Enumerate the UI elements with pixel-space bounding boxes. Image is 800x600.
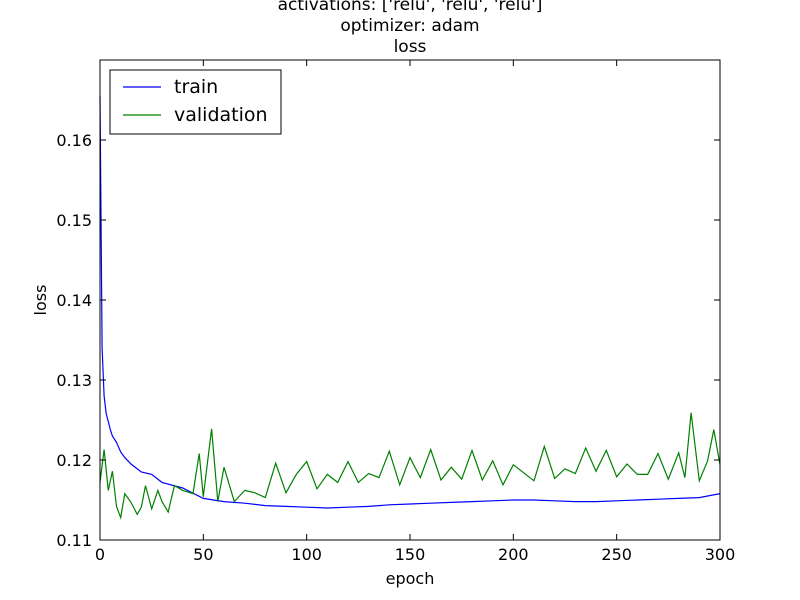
x-axis-label: epoch (386, 569, 435, 588)
chart-title-line-3: loss (394, 37, 427, 57)
x-tick-label-50: 50 (193, 545, 213, 564)
y-tick-label-0.11: 0.11 (56, 531, 92, 550)
x-tick-label-200: 200 (498, 545, 529, 564)
y-tick-label-0.12: 0.12 (56, 451, 92, 470)
series-line-train (99, 95, 721, 509)
legend-frame (109, 69, 282, 135)
x-tick-label-0: 0 (95, 545, 105, 564)
y-axis-label: loss (31, 285, 50, 316)
y-axis: 0.11 0.12 0.13 0.14 0.15 0.16 (56, 131, 720, 550)
y-tick-label-0.13: 0.13 (56, 371, 92, 390)
legend-label-train: train (174, 76, 218, 98)
x-axis: 0 50 100 150 200 250 300 (95, 60, 735, 564)
legend: train validation (109, 69, 282, 135)
series-line-validation (99, 412, 721, 520)
x-tick-label-150: 150 (395, 545, 426, 564)
y-tick-label-0.14: 0.14 (56, 291, 92, 310)
x-tick-label-250: 250 (601, 545, 632, 564)
chart-title-line-1: activations: ['relu', 'relu', 'relu'] (278, 0, 543, 15)
x-tick-label-100: 100 (291, 545, 322, 564)
y-tick-label-0.15: 0.15 (56, 211, 92, 230)
x-tick-label-300: 300 (705, 545, 736, 564)
legend-label-validation: validation (174, 104, 268, 126)
plot-area (99, 95, 721, 520)
chart-title-line-2: optimizer: adam (340, 16, 479, 36)
y-tick-label-0.16: 0.16 (56, 131, 92, 150)
